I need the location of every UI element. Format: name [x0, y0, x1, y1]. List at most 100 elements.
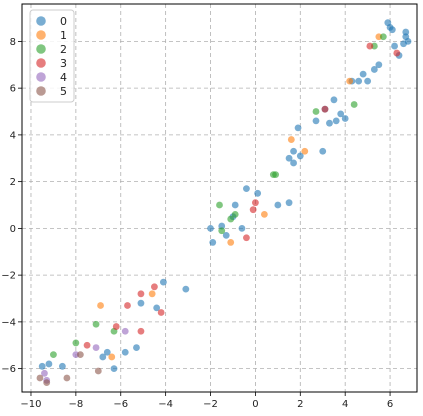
data-point-series-0 — [243, 185, 250, 193]
data-point-series-2 — [350, 101, 358, 108]
legend-label-0: 0 — [60, 15, 67, 28]
y-tick-label: 6 — [10, 84, 16, 95]
data-point-series-4 — [92, 344, 100, 351]
data-point-series-3 — [321, 105, 329, 113]
data-point-series-0 — [137, 299, 145, 307]
data-point-series-5 — [63, 374, 71, 382]
data-point-series-2 — [216, 201, 223, 209]
data-point-series-5 — [94, 367, 102, 375]
y-tick-label: 8 — [10, 37, 16, 48]
data-point-series-3 — [249, 206, 257, 214]
legend-label-3: 3 — [60, 57, 67, 70]
data-point-series-0 — [337, 110, 345, 118]
data-point-series-0 — [38, 362, 46, 370]
data-point-series-2 — [92, 320, 100, 328]
data-point-series-4 — [41, 369, 48, 377]
data-point-series-2 — [50, 351, 57, 359]
data-point-series-1 — [287, 136, 295, 143]
y-tick-label: −4 — [1, 317, 16, 328]
x-tick-label: −6 — [113, 399, 128, 410]
x-tick-label: 6 — [387, 399, 393, 410]
data-point-series-0 — [375, 61, 383, 69]
legend-box — [29, 9, 75, 103]
data-points — [36, 19, 412, 387]
data-point-series-0 — [391, 42, 398, 50]
data-point-series-0 — [404, 37, 412, 45]
data-point-series-0 — [364, 77, 372, 85]
data-point-series-3 — [366, 42, 374, 50]
legend-label-4: 4 — [60, 71, 67, 84]
data-point-series-0 — [218, 222, 226, 230]
data-point-series-3 — [151, 283, 158, 291]
data-point-series-0 — [285, 199, 293, 207]
x-tick-label: 2 — [297, 399, 303, 410]
legend-marker-3 — [36, 58, 46, 68]
data-point-series-3 — [124, 302, 131, 309]
data-point-series-0 — [388, 26, 396, 34]
data-point-series-3 — [243, 234, 250, 242]
data-point-series-0 — [110, 365, 118, 373]
data-point-series-0 — [238, 224, 246, 232]
data-point-series-1 — [97, 302, 104, 309]
data-point-series-0 — [285, 154, 293, 162]
data-point-series-5 — [36, 374, 44, 382]
data-point-series-0 — [231, 201, 239, 209]
data-point-series-0 — [222, 231, 230, 239]
data-point-series-2 — [231, 210, 239, 218]
data-point-series-3 — [83, 341, 91, 349]
data-point-series-0 — [370, 66, 378, 73]
data-point-series-3 — [157, 309, 165, 316]
axis-ticks: −10 −8 −6 −4 −2 0 2 4 6 −6 −4 −2 0 2 4 6 8 — [1, 37, 393, 410]
data-point-series-3 — [112, 323, 120, 330]
legend-marker-4 — [36, 72, 46, 82]
data-point-series-1 — [108, 353, 116, 361]
legend-marker-1 — [36, 30, 46, 40]
data-point-series-0 — [207, 224, 214, 232]
data-point-series-0 — [294, 124, 302, 132]
data-point-series-0 — [99, 353, 107, 361]
data-point-series-2 — [379, 33, 387, 41]
data-point-series-2 — [272, 171, 280, 179]
data-point-series-3 — [393, 49, 401, 57]
data-point-series-0 — [402, 28, 410, 36]
data-point-series-2 — [72, 339, 80, 347]
x-tick-label: −2 — [203, 399, 218, 410]
y-tick-label: 4 — [10, 130, 16, 141]
data-point-series-0 — [330, 96, 338, 104]
legend-marker-2 — [36, 44, 46, 54]
data-point-series-0 — [254, 189, 262, 197]
data-point-series-2 — [312, 108, 320, 115]
x-tick-label: −10 — [20, 399, 41, 410]
data-point-series-4 — [121, 327, 129, 335]
y-tick-label: −2 — [1, 271, 16, 282]
data-point-series-0 — [359, 70, 367, 78]
legend-label-5: 5 — [60, 85, 67, 98]
data-point-series-3 — [137, 290, 145, 298]
data-point-series-0 — [159, 278, 167, 286]
data-point-series-0 — [45, 360, 53, 368]
data-point-series-2 — [218, 227, 226, 235]
legend-label-1: 1 — [60, 29, 67, 42]
data-point-series-5 — [43, 379, 51, 387]
data-point-series-0 — [182, 285, 190, 293]
data-point-series-0 — [274, 201, 282, 209]
data-point-series-0 — [296, 152, 304, 160]
data-point-series-0 — [290, 147, 297, 155]
data-point-series-0 — [341, 115, 349, 122]
x-tick-label: 4 — [342, 399, 348, 410]
x-tick-label: −8 — [68, 399, 83, 410]
plot-frame — [21, 3, 418, 393]
legend-marker-5 — [36, 86, 46, 96]
data-point-series-1 — [148, 290, 156, 298]
data-point-series-0 — [332, 117, 340, 125]
data-point-series-0 — [290, 159, 297, 167]
data-point-series-0 — [58, 362, 66, 370]
data-point-series-1 — [346, 77, 354, 85]
y-tick-label: 2 — [10, 177, 16, 188]
data-point-series-1 — [260, 210, 268, 218]
data-point-series-0 — [326, 119, 333, 127]
x-tick-label: −4 — [158, 399, 173, 410]
data-point-series-1 — [301, 147, 309, 155]
